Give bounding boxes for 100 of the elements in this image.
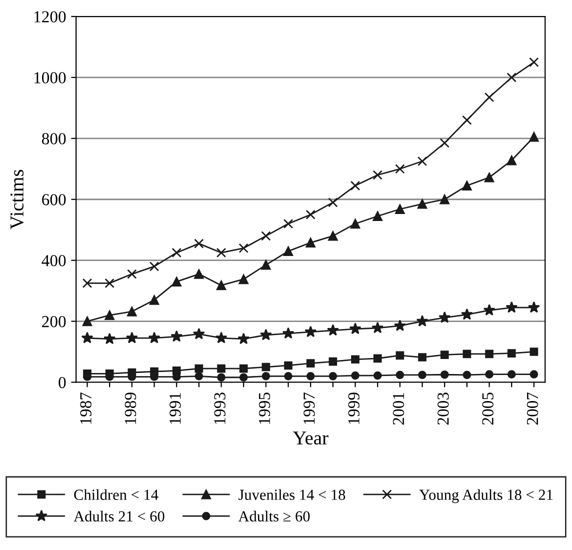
point — [306, 359, 315, 368]
point — [529, 57, 539, 68]
x-tick-label: 1997 — [304, 392, 315, 424]
point — [215, 332, 228, 344]
y-axis-title: Victims — [10, 170, 24, 230]
point — [150, 367, 158, 376]
point — [127, 306, 137, 316]
legend-label: Adults 21 < 60 — [74, 510, 164, 522]
point — [128, 368, 136, 377]
point — [418, 370, 426, 380]
y-tick-label: 1200 — [34, 11, 66, 22]
point — [82, 278, 92, 288]
legend-label: Children < 14 — [74, 489, 158, 500]
point — [349, 322, 362, 334]
point — [328, 372, 338, 380]
point — [282, 327, 294, 339]
point — [284, 372, 292, 380]
point — [372, 170, 382, 180]
point — [484, 172, 494, 182]
point — [216, 280, 226, 290]
point — [306, 210, 316, 220]
point — [350, 180, 360, 191]
point — [440, 370, 449, 379]
point — [217, 364, 226, 373]
point — [485, 370, 494, 378]
point — [194, 238, 204, 248]
point — [194, 364, 204, 373]
point — [105, 370, 114, 378]
point — [395, 204, 405, 214]
point — [462, 180, 472, 191]
point — [506, 72, 516, 82]
point — [418, 353, 426, 362]
legend-label: Adults ≥ 60 — [238, 510, 310, 522]
point — [83, 370, 92, 378]
x-tick-label: 2007 — [526, 392, 538, 425]
x-tick-label: 1995 — [258, 392, 270, 424]
point — [462, 115, 472, 125]
point — [462, 350, 472, 358]
point — [262, 372, 270, 380]
point — [172, 366, 181, 375]
point — [372, 211, 382, 221]
x-tick-label: 2003 — [438, 392, 449, 425]
point — [262, 362, 270, 372]
point — [238, 332, 250, 344]
point — [149, 295, 160, 305]
x-tick-label: 1991 — [170, 392, 181, 424]
point — [438, 311, 451, 323]
point — [484, 92, 494, 102]
point — [283, 246, 294, 256]
point — [216, 248, 226, 258]
point — [417, 156, 428, 166]
point — [126, 332, 138, 344]
point — [529, 132, 539, 142]
y-tick-label: 800 — [42, 133, 66, 144]
point — [372, 322, 384, 334]
point — [172, 276, 182, 287]
point — [440, 350, 449, 359]
point — [239, 364, 248, 373]
point — [104, 310, 114, 320]
x-tick-label: 1993 — [214, 392, 226, 424]
y-tick-label: 400 — [42, 255, 66, 266]
x-tick-label: 1999 — [348, 392, 360, 424]
point — [284, 361, 292, 370]
point — [440, 138, 450, 148]
point — [127, 269, 137, 279]
point — [261, 260, 271, 270]
point — [328, 357, 338, 366]
point — [104, 332, 116, 344]
point — [416, 315, 428, 326]
x-tick-label: 2001 — [392, 392, 404, 425]
point — [104, 278, 114, 288]
point — [373, 354, 382, 363]
point — [148, 332, 160, 344]
point — [306, 238, 316, 248]
point — [507, 370, 516, 378]
point — [194, 269, 204, 279]
point — [506, 156, 516, 166]
point — [396, 370, 404, 380]
point — [172, 248, 182, 258]
point — [306, 372, 315, 380]
point — [239, 373, 248, 382]
x-tick-label: 1987 — [80, 392, 92, 424]
point — [238, 243, 248, 254]
point — [350, 218, 360, 229]
y-tick-label: 200 — [42, 316, 66, 328]
point — [351, 371, 360, 380]
point — [530, 370, 538, 378]
point — [351, 355, 360, 364]
point — [82, 316, 92, 326]
point — [528, 301, 540, 313]
point — [530, 348, 538, 356]
point — [192, 328, 205, 340]
point — [328, 231, 338, 241]
point — [170, 330, 183, 342]
point — [483, 304, 496, 316]
point — [396, 351, 404, 360]
point — [238, 274, 248, 284]
point — [283, 218, 294, 229]
point — [507, 349, 516, 358]
point — [394, 320, 406, 332]
